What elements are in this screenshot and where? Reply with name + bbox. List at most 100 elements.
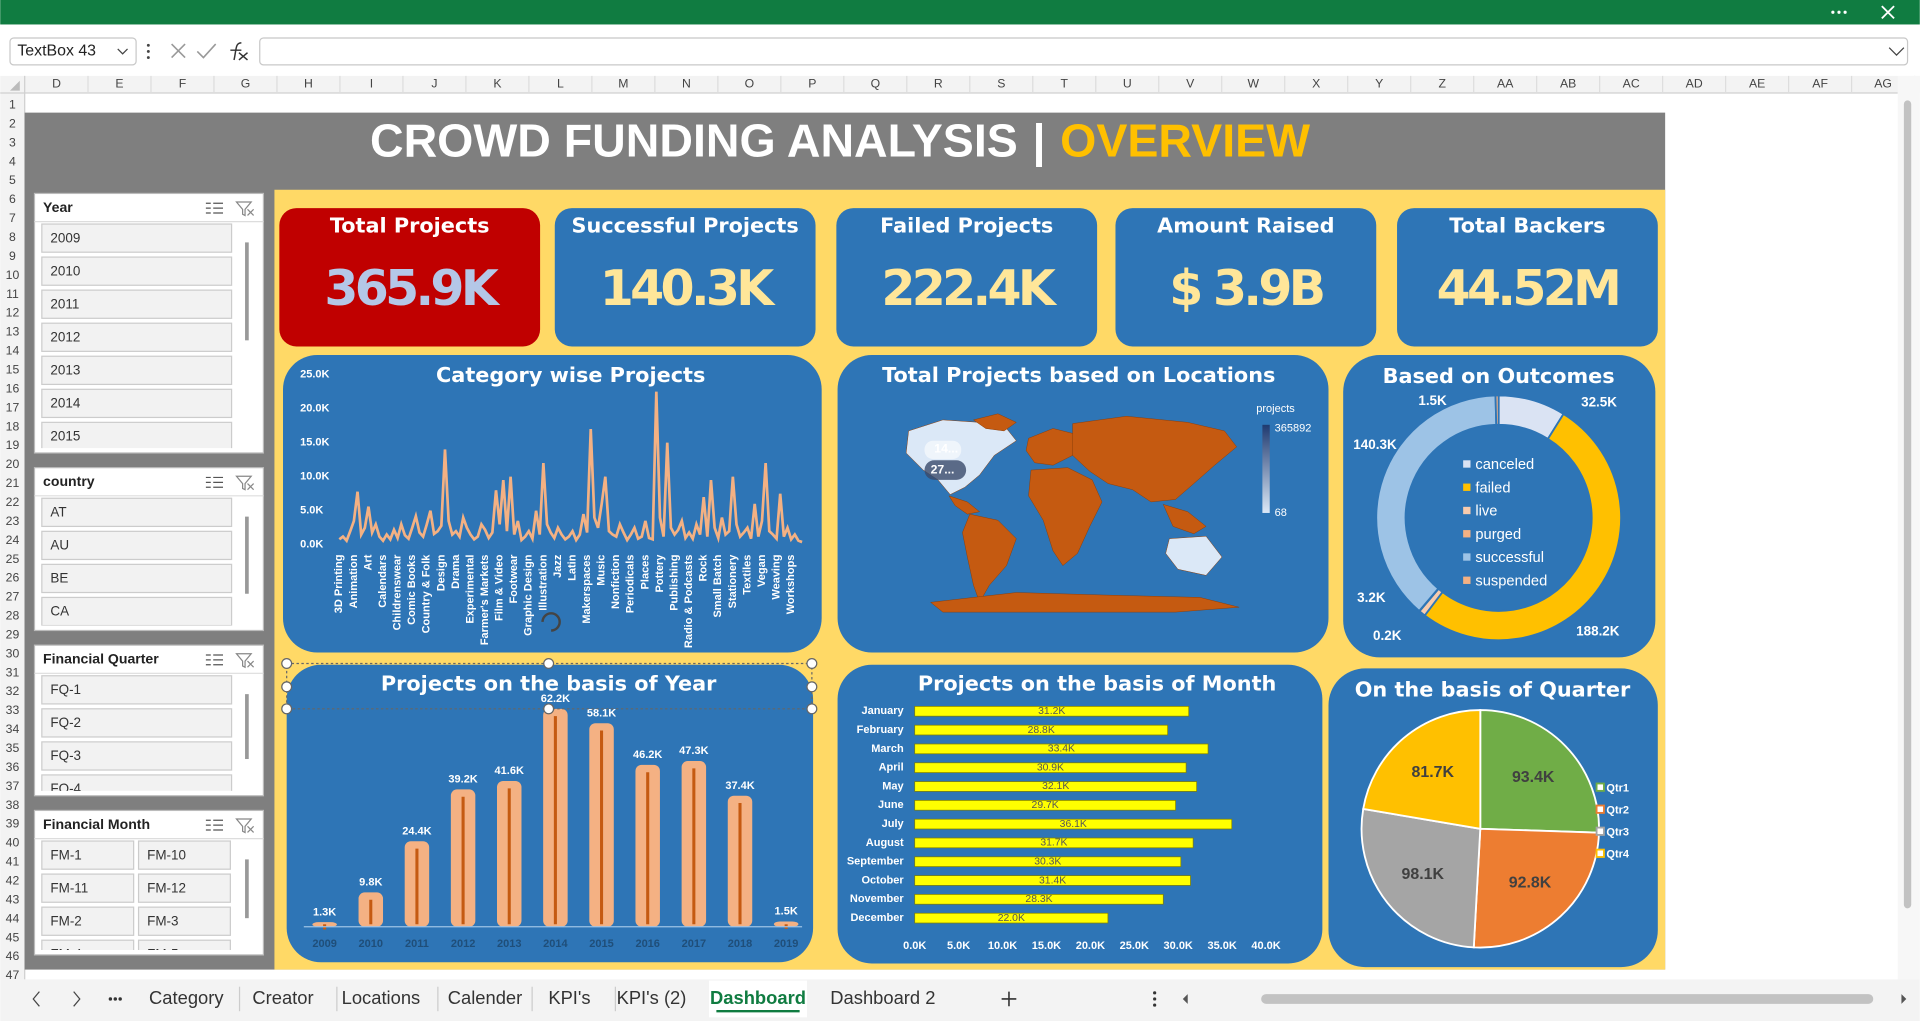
slicer-item[interactable] (41, 906, 135, 936)
row-header[interactable]: 42 (6, 874, 20, 888)
row-header[interactable]: 15 (6, 362, 20, 376)
slicer-item[interactable] (41, 289, 233, 319)
row-header[interactable]: 28 (6, 609, 20, 623)
row-header[interactable]: 10 (6, 268, 20, 282)
slicer-item[interactable] (41, 497, 233, 528)
row-header[interactable]: 29 (6, 627, 20, 641)
column-header[interactable]: F (179, 77, 186, 91)
row-header[interactable]: 8 (9, 230, 16, 244)
row-header[interactable]: 6 (9, 192, 16, 206)
row-header[interactable]: 41 (6, 855, 20, 869)
slicer-item[interactable] (41, 355, 233, 386)
row-header[interactable]: 11 (6, 287, 19, 301)
column-header[interactable]: T (1061, 77, 1069, 91)
sheet-tab[interactable]: Dashboard 2 (830, 987, 935, 1008)
formula-input[interactable] (259, 37, 1909, 66)
name-box[interactable] (9, 37, 137, 66)
next-sheet[interactable] (73, 991, 81, 1007)
slicer-item[interactable] (41, 708, 233, 738)
options[interactable] (146, 43, 150, 60)
row-header[interactable]: 38 (6, 798, 20, 812)
column-header[interactable]: I (370, 77, 373, 91)
expand-formula[interactable] (1888, 47, 1905, 56)
sheet-tab[interactable]: Locations (342, 987, 421, 1008)
column-header[interactable]: J (431, 77, 437, 91)
fx-icon[interactable] (230, 42, 248, 61)
sheet-tab[interactable]: Dashboard (710, 987, 806, 1008)
row-header[interactable]: 33 (6, 703, 20, 717)
sheet-tab[interactable]: Calender (448, 987, 523, 1008)
row-header[interactable]: 26 (6, 571, 20, 585)
slicer-item[interactable] (41, 774, 233, 803)
row-header[interactable]: 12 (6, 306, 20, 320)
selection-frame[interactable] (281, 612, 818, 715)
add-sheet[interactable] (1001, 991, 1017, 1007)
column-header[interactable]: AB (1560, 77, 1576, 91)
h-scroll-thumb[interactable] (1261, 994, 1874, 1004)
row-header[interactable]: 16 (6, 381, 20, 395)
more-sheets[interactable] (108, 997, 122, 1001)
slicer-item[interactable] (41, 388, 233, 419)
row-header[interactable]: 2 (9, 116, 16, 130)
column-header[interactable]: U (1123, 77, 1132, 91)
row-header[interactable]: 39 (6, 817, 20, 831)
scroll-right[interactable] (1901, 994, 1907, 1004)
cancel-icon[interactable] (171, 43, 186, 59)
row-header[interactable]: 3 (9, 135, 16, 149)
column-header[interactable]: AF (1812, 77, 1828, 91)
row-header[interactable]: 19 (6, 438, 20, 452)
column-header[interactable]: V (1186, 77, 1195, 91)
scroll-left[interactable] (1182, 994, 1188, 1004)
select-all[interactable] (10, 80, 20, 91)
slicer-item[interactable] (137, 939, 231, 968)
row-header[interactable]: 22 (6, 495, 20, 509)
row-header[interactable]: 44 (6, 911, 20, 925)
column-header[interactable]: E (115, 77, 123, 91)
slicer-item[interactable] (41, 530, 233, 561)
row-header[interactable]: 13 (6, 325, 20, 339)
slicer-item[interactable] (41, 596, 233, 626)
row-header[interactable]: 17 (6, 400, 20, 414)
slicer-item[interactable] (41, 421, 233, 450)
row-header[interactable]: 36 (6, 760, 20, 774)
clear-filter-icon[interactable] (235, 201, 255, 217)
slicer-item[interactable] (137, 840, 231, 870)
slicer-item[interactable] (41, 563, 233, 594)
name-box-arrow[interactable] (117, 48, 128, 55)
row-header[interactable]: 20 (6, 457, 20, 471)
column-header[interactable]: AG (1874, 77, 1892, 91)
column-header[interactable]: Y (1375, 77, 1383, 91)
prev-sheet[interactable] (32, 991, 40, 1007)
row-header[interactable]: 35 (6, 741, 20, 755)
row-header[interactable]: 45 (6, 930, 20, 944)
row-header[interactable]: 24 (6, 533, 20, 547)
more-button[interactable] (1831, 10, 1847, 14)
column-header[interactable]: O (745, 77, 755, 91)
slicer-scrollbar[interactable] (245, 859, 249, 919)
row-header[interactable]: 18 (6, 419, 20, 433)
row-header[interactable]: 27 (6, 590, 20, 604)
enter-icon[interactable] (196, 43, 217, 59)
multi-select-icon[interactable] (205, 476, 224, 488)
column-header[interactable]: Q (871, 77, 881, 91)
slicer-scrollbar[interactable] (245, 694, 249, 760)
row-header[interactable]: 37 (6, 779, 20, 793)
column-header[interactable]: X (1312, 77, 1320, 91)
column-header[interactable]: L (557, 77, 564, 91)
slicer-item[interactable] (137, 906, 231, 936)
clear-filter-icon[interactable] (235, 475, 255, 491)
slicer-item[interactable] (41, 256, 233, 286)
sheet-tab[interactable]: Category (149, 987, 224, 1008)
slicer-scrollbar[interactable] (245, 516, 249, 594)
slicer-item[interactable] (41, 840, 135, 870)
column-header[interactable]: N (682, 77, 691, 91)
row-header[interactable]: 9 (9, 249, 16, 263)
slicer-item[interactable] (41, 873, 135, 903)
column-header[interactable]: S (997, 77, 1005, 91)
row-header[interactable]: 14 (6, 344, 20, 358)
row-header[interactable]: 21 (6, 476, 20, 490)
sheet-tab[interactable]: KPI's (548, 987, 590, 1008)
row-header[interactable]: 32 (6, 684, 20, 698)
clear-filter-icon[interactable] (235, 818, 255, 834)
column-header[interactable]: M (618, 77, 628, 91)
